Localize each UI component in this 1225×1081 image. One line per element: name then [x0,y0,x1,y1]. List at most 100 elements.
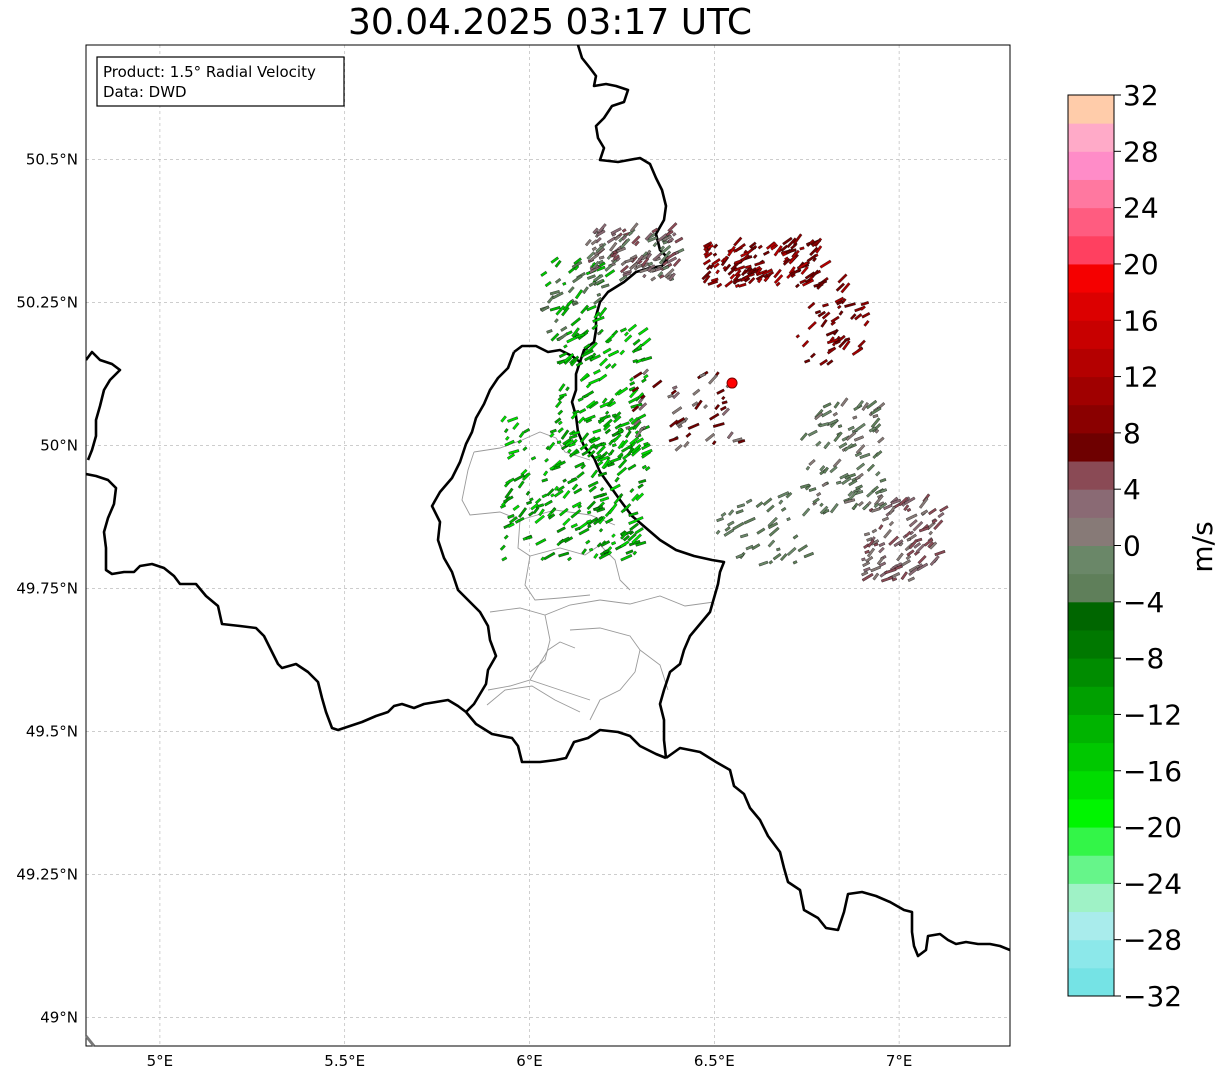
echo-cell [748,276,756,285]
echo-cell [918,497,929,509]
echo-cell [629,376,635,382]
echo-cell [784,256,789,261]
echo-cell [610,227,622,235]
echo-cell [556,526,566,534]
echo-cell [767,521,779,530]
echo-cell [667,393,674,399]
echo-cell [576,471,585,479]
echo-cell [879,561,887,567]
echo-cell [611,541,617,546]
echo-cell [843,498,856,504]
echo-cell [777,491,790,499]
echo-cell [581,548,587,555]
echo-cell [801,339,810,348]
echo-cell [726,431,734,440]
echo-cell [544,499,553,507]
echo-cell [506,453,515,460]
echo-cell [599,496,610,502]
echo-cell [608,503,618,515]
echo-cell [900,571,908,581]
echo-cell [592,260,600,270]
echo-cell [712,252,718,257]
colorbar-band [1068,404,1114,434]
echo-cell [850,313,857,321]
echo-cell [547,513,556,520]
echo-cell [634,527,644,535]
echo-cell [819,358,828,366]
echo-cell [866,399,878,410]
echo-cell [593,369,601,375]
echo-cell [835,339,841,345]
colorbar-tick-label: 12 [1123,361,1159,394]
echo-cell [758,560,769,567]
echo-cell [512,504,520,511]
lat-tick-label: 49°N [40,1008,78,1026]
echo-cell [562,478,567,483]
echo-cell [829,503,839,514]
echo-cell [521,472,531,481]
echo-cell [597,460,604,467]
echo-cell [594,506,600,511]
echo-cell [870,565,882,573]
echo-cell [613,415,622,424]
echo-cell [735,509,744,515]
echo-cell [584,238,592,247]
echo-cell [602,347,612,355]
colorbar: −32 −28 −24 −20 −16 −12 −8 −4 0 4 8 12 16 20 24 28 32 m/… [1067,79,1219,1013]
echo-cell [636,343,643,351]
echo-cell [933,519,944,531]
echo-cell [649,268,656,273]
echo-cell [841,476,852,486]
echo-cell [878,524,884,530]
echo-cell [716,282,723,289]
echo-cell [665,229,674,237]
colorbar-band [1068,770,1114,800]
echo-cell [801,507,811,517]
echo-cell [590,354,601,362]
echo-cell [529,497,534,502]
echo-cell [871,485,879,493]
echo-cell [528,511,535,517]
echo-cell [540,556,545,562]
echo-cell [822,466,829,474]
echo-cell [578,527,590,536]
echo-cell [617,440,626,450]
echo-cell [617,427,623,432]
echo-cell [823,441,831,450]
echo-cell [585,400,596,409]
echo-cell [657,271,664,278]
echo-cell [703,250,710,257]
echo-cell [612,254,620,261]
echo-cell [523,428,531,434]
echo-cell [589,253,600,262]
echo-cell [749,272,755,277]
echo-cell [748,241,757,249]
echo-cell [767,516,778,528]
echo-cell [641,378,647,384]
echo-cell [766,504,775,513]
echo-cell [641,464,647,470]
echo-cell [780,506,787,512]
echo-cell [641,356,653,362]
echo-cell [786,546,797,556]
echo-cell [601,458,611,470]
echo-cell [745,498,753,504]
colorbar-band [1068,179,1114,209]
echo-cell [518,507,528,518]
echo-cell [604,363,612,370]
echo-cell [870,507,881,513]
echo-cell [807,429,818,437]
echo-cell [797,261,809,270]
echo-cell [591,323,599,331]
echo-cell [851,505,857,511]
echo-cell [687,422,700,430]
lon-tick-label: 7°E [886,1052,913,1070]
echo-cell [613,411,622,420]
echo-cell [517,480,525,489]
echo-cell [617,386,629,396]
echo-cell [599,402,610,409]
echo-cell [603,549,610,554]
echo-cell [707,279,719,286]
echo-cell [625,549,634,555]
echo-cell [573,487,583,495]
